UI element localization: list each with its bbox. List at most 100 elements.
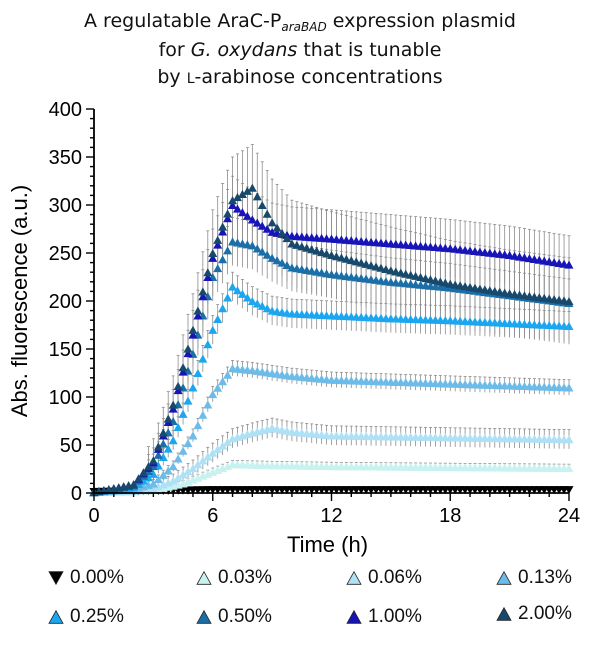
data-point bbox=[183, 396, 193, 405]
y-tick-label: 50 bbox=[60, 435, 82, 457]
data-point bbox=[247, 241, 257, 250]
data-point bbox=[564, 260, 574, 269]
data-point bbox=[223, 437, 233, 446]
data-point bbox=[193, 311, 203, 320]
data-point bbox=[218, 304, 228, 313]
series-error-2.00% bbox=[146, 144, 571, 487]
data-point bbox=[272, 223, 282, 232]
data-point bbox=[262, 224, 272, 233]
data-point bbox=[178, 470, 188, 479]
data-point bbox=[173, 385, 183, 395]
data-point bbox=[232, 193, 242, 202]
data-point bbox=[129, 480, 139, 489]
data-point bbox=[173, 473, 183, 482]
data-point bbox=[282, 234, 292, 243]
title-line-1: A regulatable AraC-ParaBAD expression pl… bbox=[84, 10, 516, 34]
data-point bbox=[203, 452, 213, 461]
data-point bbox=[282, 260, 292, 270]
data-point bbox=[183, 467, 193, 476]
data-point bbox=[356, 258, 366, 267]
data-point bbox=[322, 249, 332, 258]
data-point bbox=[178, 363, 188, 372]
data-point bbox=[178, 409, 188, 418]
data-point bbox=[376, 263, 386, 272]
data-markers bbox=[89, 183, 574, 497]
data-point bbox=[267, 218, 277, 227]
data-point bbox=[366, 261, 376, 270]
data-point bbox=[198, 410, 208, 419]
data-point bbox=[208, 253, 218, 262]
data-point bbox=[247, 215, 257, 224]
data-point bbox=[336, 253, 346, 262]
data-point bbox=[228, 200, 238, 210]
data-point bbox=[148, 469, 158, 478]
data-point bbox=[232, 204, 242, 213]
y-tick-label: 300 bbox=[49, 195, 82, 217]
data-point bbox=[218, 255, 228, 264]
data-point bbox=[267, 253, 277, 262]
y-tick-label: 200 bbox=[49, 291, 82, 313]
data-point bbox=[564, 486, 574, 495]
data-point bbox=[168, 400, 178, 409]
data-point bbox=[228, 282, 238, 291]
data-point bbox=[564, 435, 574, 444]
data-point bbox=[183, 344, 193, 353]
data-point bbox=[203, 272, 213, 282]
data-point bbox=[213, 235, 223, 244]
data-point bbox=[213, 240, 223, 249]
data-point bbox=[297, 242, 307, 251]
data-point bbox=[203, 340, 213, 349]
data-point bbox=[188, 330, 198, 339]
data-point bbox=[183, 349, 193, 358]
data-point bbox=[188, 431, 198, 440]
data-point bbox=[371, 262, 381, 271]
data-point bbox=[237, 208, 247, 217]
data-point bbox=[153, 442, 163, 451]
data-point bbox=[564, 383, 574, 392]
data-point bbox=[193, 421, 203, 430]
x-tick-label: 18 bbox=[439, 505, 461, 527]
data-point bbox=[232, 286, 242, 295]
y-tick-label: 350 bbox=[49, 147, 82, 169]
data-point bbox=[173, 422, 183, 432]
data-point bbox=[208, 448, 218, 457]
data-point bbox=[208, 390, 218, 399]
data-point bbox=[252, 192, 262, 201]
data-point bbox=[148, 479, 158, 488]
data-point bbox=[143, 462, 153, 471]
data-point bbox=[158, 452, 168, 462]
data-point bbox=[193, 460, 203, 469]
data-point bbox=[257, 247, 267, 256]
chart-title: A regulatable AraC-ParaBAD expression pl… bbox=[0, 8, 600, 93]
data-point bbox=[188, 463, 198, 473]
data-point bbox=[168, 476, 178, 485]
data-point bbox=[193, 368, 203, 378]
data-point bbox=[292, 240, 302, 249]
data-point bbox=[198, 456, 208, 465]
data-point bbox=[277, 228, 287, 237]
data-point bbox=[331, 252, 341, 261]
data-point bbox=[237, 289, 247, 298]
data-point bbox=[198, 287, 208, 296]
data-point bbox=[242, 186, 252, 195]
data-point bbox=[183, 439, 193, 448]
data-point bbox=[163, 444, 173, 453]
data-point bbox=[158, 439, 168, 448]
data-point bbox=[213, 383, 223, 392]
data-point bbox=[173, 454, 183, 463]
data-point bbox=[223, 246, 233, 255]
data-point bbox=[153, 450, 163, 459]
data-point bbox=[218, 227, 228, 236]
y-tick-label: 250 bbox=[49, 243, 82, 265]
data-point bbox=[327, 250, 336, 259]
y-tick-label: 150 bbox=[49, 339, 82, 361]
data-point bbox=[188, 383, 198, 392]
data-point bbox=[361, 259, 371, 268]
data-point bbox=[257, 221, 267, 230]
data-point bbox=[223, 370, 233, 379]
data-point bbox=[287, 239, 297, 248]
data-point bbox=[173, 381, 183, 391]
data-point bbox=[257, 301, 267, 310]
data-point bbox=[262, 304, 272, 313]
